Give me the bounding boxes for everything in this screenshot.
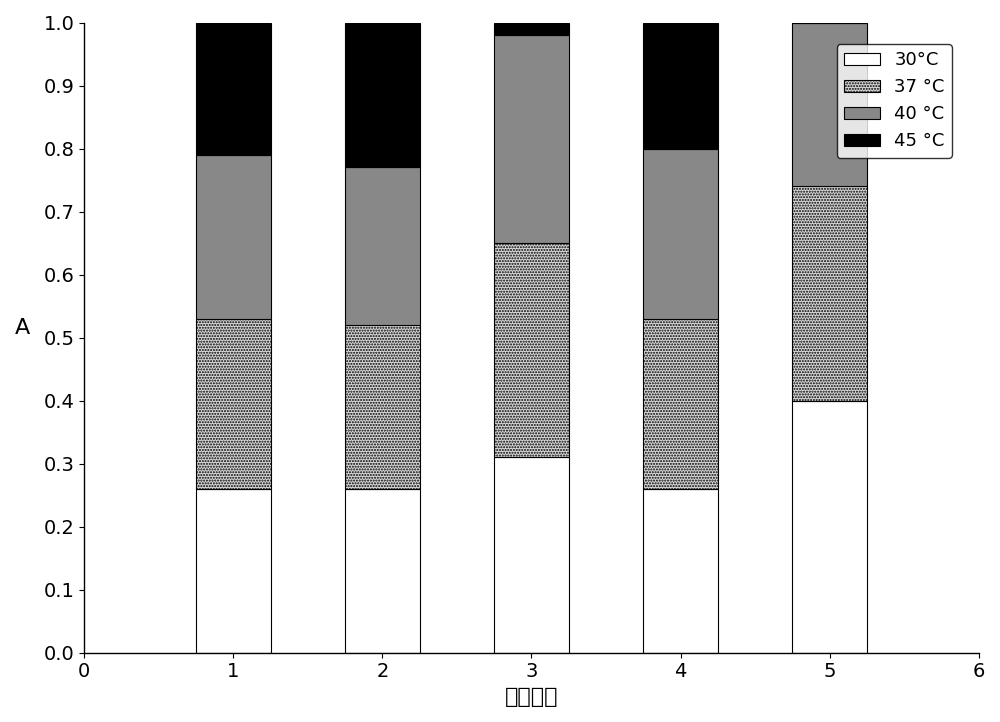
Bar bbox=[792, 22, 867, 186]
Bar bbox=[643, 489, 718, 653]
Bar bbox=[792, 186, 867, 401]
Bar bbox=[345, 22, 420, 168]
Bar bbox=[494, 243, 569, 457]
Bar bbox=[643, 149, 718, 318]
Y-axis label: A: A bbox=[15, 318, 30, 338]
Bar bbox=[196, 318, 271, 489]
Bar bbox=[196, 22, 271, 155]
Bar bbox=[345, 325, 420, 489]
X-axis label: 菌株编号: 菌株编号 bbox=[505, 687, 558, 707]
Bar bbox=[345, 168, 420, 325]
Legend: 30°C, 37 °C, 40 °C, 45 °C: 30°C, 37 °C, 40 °C, 45 °C bbox=[837, 44, 952, 157]
Bar bbox=[792, 401, 867, 653]
Bar bbox=[196, 155, 271, 318]
Bar bbox=[643, 22, 718, 149]
Bar bbox=[643, 318, 718, 489]
Bar bbox=[494, 35, 569, 243]
Bar bbox=[494, 457, 569, 653]
Bar bbox=[345, 489, 420, 653]
Bar bbox=[494, 22, 569, 35]
Bar bbox=[196, 489, 271, 653]
